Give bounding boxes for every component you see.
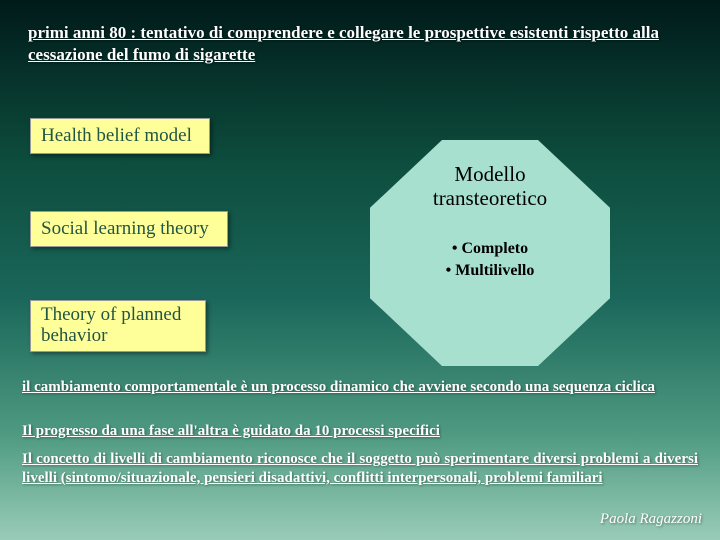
octagon-container: Modello transteoretico • Completo • Mult… xyxy=(370,140,610,366)
paragraph-1: il cambiamento comportamentale è un proc… xyxy=(22,378,698,397)
octagon-shape: Modello transteoretico • Completo • Mult… xyxy=(370,140,610,366)
octagon-bullets: • Completo • Multilivello xyxy=(446,238,535,281)
octagon-title-line1: Modello xyxy=(454,162,525,186)
octagon-title: Modello transteoretico xyxy=(433,162,547,210)
model-box-social-learning: Social learning theory xyxy=(30,211,228,247)
octagon-bullet-1: • Completo xyxy=(446,238,535,260)
model-box-health-belief: Health belief model xyxy=(30,118,210,154)
octagon-bullet-2: • Multilivello xyxy=(446,260,535,282)
model-box-planned-behavior: Theory of planned behavior xyxy=(30,300,206,352)
octagon-title-line2: transteoretico xyxy=(433,186,547,210)
paragraph-3: Il concetto di livelli di cambiamento ri… xyxy=(22,450,698,488)
paragraph-2: Il progresso da una fase all'altra è gui… xyxy=(22,422,698,441)
slide-title: primi anni 80 : tentativo di comprendere… xyxy=(28,22,692,66)
author-credit: Paola Ragazzoni xyxy=(600,511,702,528)
